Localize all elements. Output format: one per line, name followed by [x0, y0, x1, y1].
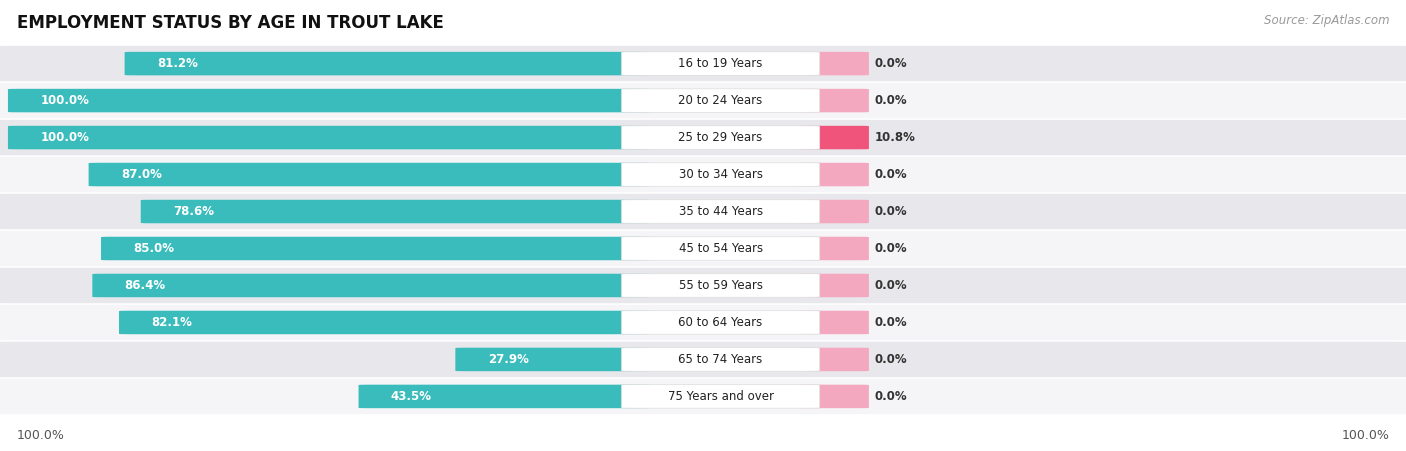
Text: 0.0%: 0.0%: [875, 57, 907, 70]
Text: EMPLOYMENT STATUS BY AGE IN TROUT LAKE: EMPLOYMENT STATUS BY AGE IN TROUT LAKE: [17, 14, 444, 32]
Text: 87.0%: 87.0%: [121, 168, 162, 181]
Text: 100.0%: 100.0%: [41, 94, 89, 107]
FancyBboxPatch shape: [797, 200, 869, 223]
FancyBboxPatch shape: [0, 83, 1406, 118]
FancyBboxPatch shape: [89, 163, 651, 186]
FancyBboxPatch shape: [8, 89, 651, 112]
Text: 55 to 59 Years: 55 to 59 Years: [679, 279, 762, 292]
FancyBboxPatch shape: [621, 274, 820, 297]
Text: 30 to 34 Years: 30 to 34 Years: [679, 168, 762, 181]
FancyBboxPatch shape: [0, 305, 1406, 340]
Text: 25 to 29 Years: 25 to 29 Years: [679, 131, 762, 144]
Text: 0.0%: 0.0%: [875, 353, 907, 366]
FancyBboxPatch shape: [621, 52, 820, 75]
FancyBboxPatch shape: [141, 200, 651, 223]
FancyBboxPatch shape: [0, 120, 1406, 155]
FancyBboxPatch shape: [101, 237, 651, 260]
Text: 82.1%: 82.1%: [152, 316, 193, 329]
FancyBboxPatch shape: [797, 348, 869, 371]
Text: Source: ZipAtlas.com: Source: ZipAtlas.com: [1264, 14, 1389, 27]
FancyBboxPatch shape: [797, 126, 869, 149]
FancyBboxPatch shape: [621, 163, 820, 186]
Text: 100.0%: 100.0%: [17, 429, 65, 442]
FancyBboxPatch shape: [93, 274, 651, 297]
FancyBboxPatch shape: [621, 200, 820, 223]
FancyBboxPatch shape: [0, 194, 1406, 229]
Text: 65 to 74 Years: 65 to 74 Years: [679, 353, 762, 366]
Text: 60 to 64 Years: 60 to 64 Years: [679, 316, 762, 329]
FancyBboxPatch shape: [621, 126, 820, 149]
Text: 75 Years and over: 75 Years and over: [668, 390, 773, 403]
FancyBboxPatch shape: [0, 231, 1406, 266]
FancyBboxPatch shape: [797, 311, 869, 334]
FancyBboxPatch shape: [797, 89, 869, 112]
Text: 0.0%: 0.0%: [875, 168, 907, 181]
FancyBboxPatch shape: [120, 311, 651, 334]
FancyBboxPatch shape: [125, 52, 651, 75]
FancyBboxPatch shape: [0, 157, 1406, 192]
FancyBboxPatch shape: [8, 126, 651, 149]
FancyBboxPatch shape: [797, 237, 869, 260]
Text: 81.2%: 81.2%: [157, 57, 198, 70]
Text: 27.9%: 27.9%: [488, 353, 529, 366]
Text: 0.0%: 0.0%: [875, 390, 907, 403]
Text: 78.6%: 78.6%: [173, 205, 214, 218]
FancyBboxPatch shape: [0, 379, 1406, 414]
FancyBboxPatch shape: [0, 46, 1406, 81]
FancyBboxPatch shape: [797, 163, 869, 186]
Text: 85.0%: 85.0%: [134, 242, 174, 255]
Text: 0.0%: 0.0%: [875, 205, 907, 218]
FancyBboxPatch shape: [621, 385, 820, 408]
Text: 20 to 24 Years: 20 to 24 Years: [679, 94, 762, 107]
FancyBboxPatch shape: [797, 274, 869, 297]
FancyBboxPatch shape: [456, 348, 651, 371]
Text: 45 to 54 Years: 45 to 54 Years: [679, 242, 762, 255]
FancyBboxPatch shape: [0, 342, 1406, 377]
Text: 0.0%: 0.0%: [875, 94, 907, 107]
Text: 86.4%: 86.4%: [125, 279, 166, 292]
FancyBboxPatch shape: [621, 311, 820, 334]
Text: 43.5%: 43.5%: [391, 390, 432, 403]
Text: 0.0%: 0.0%: [875, 279, 907, 292]
FancyBboxPatch shape: [359, 385, 651, 408]
Text: 16 to 19 Years: 16 to 19 Years: [678, 57, 763, 70]
Text: 100.0%: 100.0%: [41, 131, 89, 144]
FancyBboxPatch shape: [621, 348, 820, 371]
FancyBboxPatch shape: [0, 268, 1406, 303]
FancyBboxPatch shape: [797, 385, 869, 408]
Text: 10.8%: 10.8%: [875, 131, 915, 144]
FancyBboxPatch shape: [797, 52, 869, 75]
Text: 0.0%: 0.0%: [875, 242, 907, 255]
Text: 35 to 44 Years: 35 to 44 Years: [679, 205, 762, 218]
FancyBboxPatch shape: [621, 89, 820, 112]
Text: 100.0%: 100.0%: [1341, 429, 1389, 442]
Text: 0.0%: 0.0%: [875, 316, 907, 329]
FancyBboxPatch shape: [621, 237, 820, 260]
